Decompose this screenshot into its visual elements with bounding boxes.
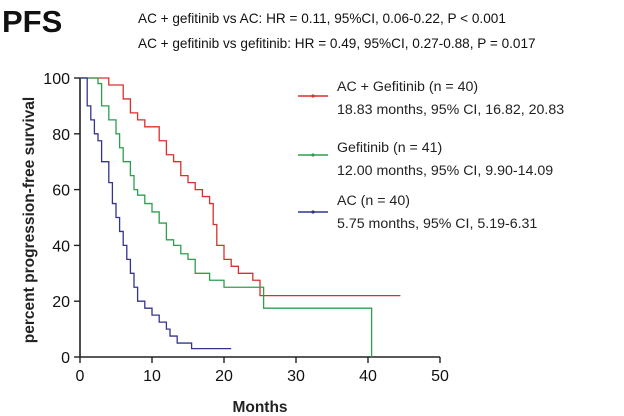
survival-curve-gefitinib	[80, 77, 373, 357]
x-tick-label-2: 20	[215, 368, 233, 385]
legend-entry-ac: AC (n = 40) 5.75 months, 95% CI, 5.19-6.…	[298, 193, 537, 232]
legend-entry-ac-gefitinib: AC + Gefitinib (n = 40) 18.83 months, 95…	[298, 79, 564, 118]
y-tick-label-3: 60	[52, 183, 70, 200]
legend-entry-gefitinib: Gefitinib (n = 41) 12.00 months, 95% CI,…	[298, 140, 553, 179]
x-axis-title: Months	[232, 399, 287, 416]
legend: AC + Gefitinib (n = 40) 18.83 months, 95…	[298, 79, 564, 232]
legend-detail-ac-gefitinib: 18.83 months, 95% CI, 16.82, 20.83	[337, 102, 564, 118]
legend-marker-ac	[311, 210, 315, 214]
ticks: 0 10 20 30 40 50 0 20 40 60 80 100	[43, 71, 449, 385]
x-tick-label-3: 30	[287, 368, 305, 385]
x-tick-label-0: 0	[76, 368, 85, 385]
legend-detail-ac: 5.75 months, 95% CI, 5.19-6.31	[337, 216, 537, 232]
y-tick-label-1: 20	[52, 294, 70, 311]
x-tick-label-1: 10	[143, 368, 161, 385]
annotation-hr-vs-ac: AC + gefitinib vs AC: HR = 0.11, 95%CI, …	[138, 11, 506, 26]
chart-title: PFS	[2, 4, 62, 39]
y-axis-title: percent progression-free survival	[21, 97, 38, 343]
y-tick-label-0: 0	[61, 350, 70, 367]
y-tick-label-5: 100	[43, 71, 70, 88]
survival-curve-ac-gefitinib	[80, 77, 401, 297]
legend-label-ac-gefitinib: AC + Gefitinib (n = 40)	[337, 79, 478, 95]
legend-label-ac: AC (n = 40)	[337, 193, 410, 209]
y-tick-label-4: 80	[52, 127, 70, 144]
legend-marker-gefitinib	[311, 153, 315, 157]
x-tick-label-5: 50	[431, 368, 449, 385]
survival-curve-ac	[80, 77, 232, 350]
annotation-hr-vs-gefitinib: AC + gefitinib vs gefitinib: HR = 0.49, …	[138, 36, 536, 51]
x-tick-label-4: 40	[359, 368, 377, 385]
legend-label-gefitinib: Gefitinib (n = 41)	[337, 140, 442, 156]
legend-marker-ac-gefitinib	[311, 94, 315, 98]
legend-detail-gefitinib: 12.00 months, 95% CI, 9.90-14.09	[337, 163, 553, 179]
axes	[79, 78, 440, 358]
y-tick-label-2: 40	[52, 238, 70, 255]
survival-curves	[80, 77, 401, 357]
